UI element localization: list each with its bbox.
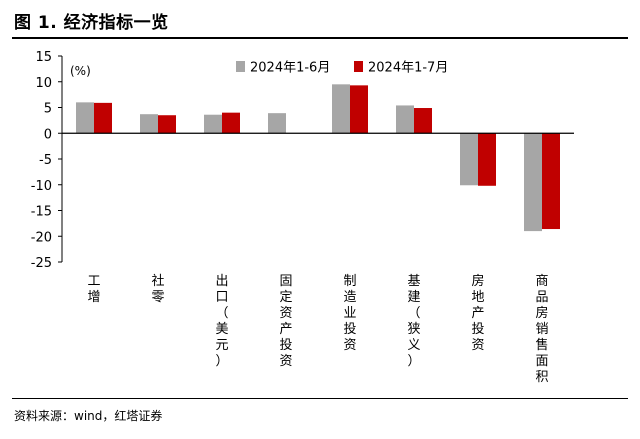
title-divider: [12, 37, 628, 39]
bar-series1-0: [76, 102, 94, 134]
legend-label-2: 2024年1-7月: [368, 61, 448, 76]
bar-series2-7: [542, 133, 560, 230]
y-tick-label: -5: [39, 153, 52, 168]
y-unit-label: (%): [70, 64, 91, 78]
bar-series1-3: [268, 113, 286, 134]
bar-series1-2: [204, 114, 222, 134]
category-label: 制造业投资: [343, 274, 356, 353]
category-label: 固定资产投资: [279, 274, 292, 369]
y-tick-label: -20: [31, 230, 52, 245]
category-label: 商品房销售面积: [535, 274, 548, 385]
y-tick-label: 15: [35, 50, 52, 65]
bar-series2-4: [350, 85, 368, 134]
y-tick-label: 5: [44, 102, 52, 117]
bar-series1-1: [140, 114, 158, 134]
bar-series2-1: [158, 115, 176, 134]
bar-series1-4: [332, 84, 350, 134]
y-tick-label: 0: [44, 127, 52, 142]
source-divider: [12, 398, 628, 399]
category-label: 房地产投资: [471, 273, 484, 353]
source-note: 资料来源：wind，红塔证券: [14, 409, 163, 423]
bar-series1-6: [460, 133, 478, 186]
bar-series2-6: [478, 133, 496, 186]
legend-label-1: 2024年1-6月: [250, 61, 330, 76]
bar-series2-2: [222, 112, 240, 134]
category-label: 工增: [87, 274, 100, 305]
category-label: 基建（狭义）: [407, 274, 420, 369]
y-tick-label: -25: [31, 256, 52, 271]
y-tick-label: -15: [31, 205, 52, 220]
bar-series1-7: [524, 133, 542, 232]
bar-series2-5: [414, 108, 432, 134]
bar-chart: 15 10 5 0 -5 -10 -15 -20 -25 (%) 工增 社零 出口（美元） 固定资产投资 制…: [31, 50, 574, 385]
y-tick-label: 10: [35, 76, 52, 91]
legend-swatch-2: [354, 61, 363, 72]
legend-swatch-1: [236, 61, 245, 72]
y-tick-label: -10: [31, 179, 52, 194]
bar-series1-5: [396, 105, 414, 134]
category-label: 社零: [151, 273, 164, 305]
category-label: 出口（美元）: [215, 274, 228, 369]
bar-series2-0: [94, 102, 112, 134]
figure-title: 图 1. 经济指标一览: [14, 13, 169, 33]
